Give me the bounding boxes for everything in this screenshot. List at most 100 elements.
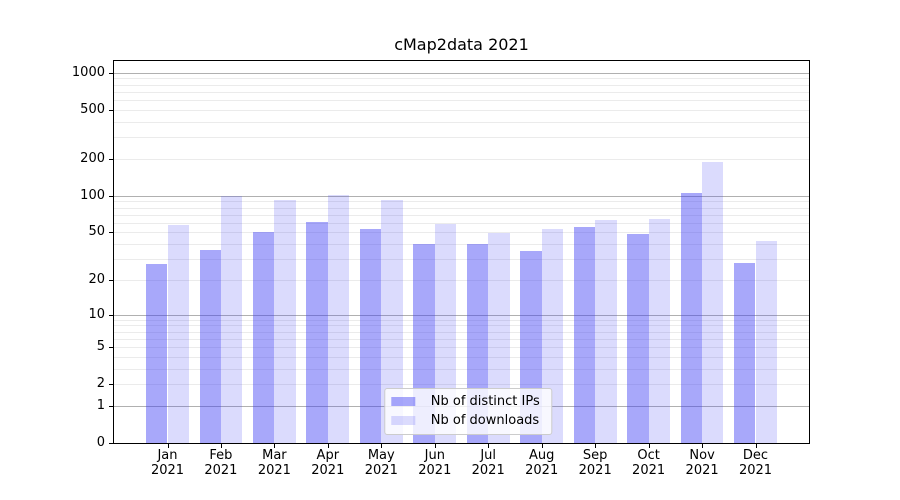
gridline-minor-9 (114, 319, 809, 321)
gridline-major-10 (114, 314, 809, 316)
bar-nov-distinct-ips (680, 192, 703, 443)
x-tick-label-mar: Mar 2021 (257, 448, 291, 478)
x-tick-label-oct: Oct 2021 (632, 448, 666, 478)
gridline-minor-900 (114, 78, 809, 80)
gridline-major-1000 (114, 72, 809, 74)
bar-jan-distinct-ips (146, 264, 168, 443)
bar-sep-distinct-ips (573, 227, 596, 443)
x-tick-mark-may (381, 444, 383, 448)
gridline-minor-500 (114, 109, 809, 111)
gridline-minor-2 (114, 384, 809, 386)
y-tick-mark-1000 (109, 72, 113, 74)
legend-label-downloads: Nb of downloads (430, 413, 540, 428)
x-tick-label-jul: Jul 2021 (471, 448, 505, 478)
y-tick-label-50: 50 (88, 224, 105, 240)
y-tick-label-0: 0 (96, 435, 105, 450)
x-tick-mark-nov (702, 444, 704, 448)
gridline-minor-20 (114, 279, 809, 281)
y-tick-mark-100 (109, 195, 113, 197)
y-tick-mark-5 (109, 347, 113, 348)
y-tick-mark-200 (109, 158, 113, 160)
y-tick-label-1: 1 (96, 397, 105, 413)
gridline-minor-5 (114, 347, 809, 348)
bar-dec-downloads (755, 241, 777, 443)
legend-item-downloads: Nb of downloads (390, 413, 540, 428)
gridline-minor-600 (114, 100, 809, 101)
bar-may-distinct-ips (359, 229, 382, 443)
y-tick-mark-10 (109, 314, 113, 316)
gridline-minor-40 (114, 244, 809, 245)
x-tick-mark-sep (595, 444, 597, 448)
bar-layer (114, 61, 809, 443)
y-tick-label-10: 10 (88, 306, 105, 322)
x-tick-mark-jul (488, 444, 490, 448)
y-tick-label-2: 2 (96, 376, 105, 392)
bar-sep-downloads (595, 220, 617, 443)
gridline-minor-7 (114, 331, 809, 333)
bar-nov-downloads (702, 161, 724, 443)
x-tick-label-feb: Feb 2021 (204, 448, 238, 478)
y-tick-label-500: 500 (80, 101, 105, 117)
x-tick-label-may: May 2021 (364, 448, 398, 478)
bar-may-downloads (381, 199, 403, 443)
y-tick-label-200: 200 (80, 150, 105, 166)
gridline-minor-200 (114, 158, 809, 160)
bar-jan-downloads (167, 225, 189, 443)
bar-mar-distinct-ips (253, 232, 275, 443)
legend-item-distinct-ips: Nb of distinct IPs (390, 394, 540, 409)
gridline-minor-8 (114, 325, 809, 327)
y-tick-mark-50 (109, 232, 113, 234)
gridline-major-100 (114, 195, 809, 197)
gridline-minor-800 (114, 84, 809, 86)
gridline-minor-60 (114, 222, 809, 224)
x-tick-mark-mar (274, 444, 276, 448)
gridline-minor-80 (114, 207, 809, 209)
y-tick-mark-20 (109, 279, 113, 281)
bar-feb-downloads (220, 195, 243, 443)
x-tick-label-sep: Sep 2021 (578, 448, 612, 478)
y-tick-label-1000: 1000 (71, 64, 105, 80)
y-tick-label-100: 100 (80, 187, 105, 203)
x-tick-mark-dec (755, 444, 757, 448)
bar-apr-downloads (327, 194, 350, 443)
gridline-minor-50 (114, 232, 809, 234)
y-tick-label-20: 20 (88, 271, 105, 287)
y-tick-mark-1 (109, 405, 113, 407)
gridline-minor-90 (114, 201, 809, 203)
gridline-minor-700 (114, 91, 809, 93)
gridline-minor-3 (114, 368, 809, 370)
grid-layer (114, 61, 809, 443)
x-tick-mark-oct (648, 444, 650, 448)
x-tick-label-dec: Dec 2021 (738, 448, 773, 478)
legend-label-distinct-ips: Nb of distinct IPs (430, 394, 540, 409)
x-tick-mark-jan (167, 444, 169, 448)
y-tick-label-5: 5 (96, 339, 105, 354)
y-tick-mark-0 (109, 443, 113, 444)
x-tick-mark-aug (541, 444, 543, 448)
plot-area: Nb of distinct IPs Nb of downloads (113, 60, 810, 444)
x-tick-mark-jun (434, 444, 436, 448)
legend-swatch-distinct-ips (390, 397, 415, 406)
bar-feb-distinct-ips (199, 249, 221, 443)
gridline-minor-300 (114, 137, 809, 139)
gridline-minor-4 (114, 356, 809, 358)
x-tick-mark-apr (327, 444, 329, 448)
gridline-minor-6 (114, 338, 809, 340)
x-tick-mark-feb (220, 444, 222, 448)
gridline-minor-70 (114, 214, 809, 216)
chart-title: cMap2data 2021 (394, 35, 529, 54)
bar-oct-distinct-ips (627, 234, 649, 443)
gridline-minor-30 (114, 258, 809, 260)
x-tick-label-nov: Nov 2021 (685, 448, 719, 478)
bar-dec-distinct-ips (734, 262, 756, 443)
bar-apr-distinct-ips (306, 221, 328, 443)
legend: Nb of distinct IPs Nb of downloads (383, 388, 553, 435)
x-tick-label-jun: Jun 2021 (418, 448, 452, 478)
x-tick-label-aug: Aug 2021 (525, 448, 559, 478)
legend-swatch-downloads (390, 416, 415, 425)
y-tick-mark-500 (109, 109, 113, 111)
y-tick-mark-2 (109, 384, 113, 386)
gridline-minor-400 (114, 121, 809, 123)
x-tick-label-jan: Jan 2021 (150, 448, 185, 478)
